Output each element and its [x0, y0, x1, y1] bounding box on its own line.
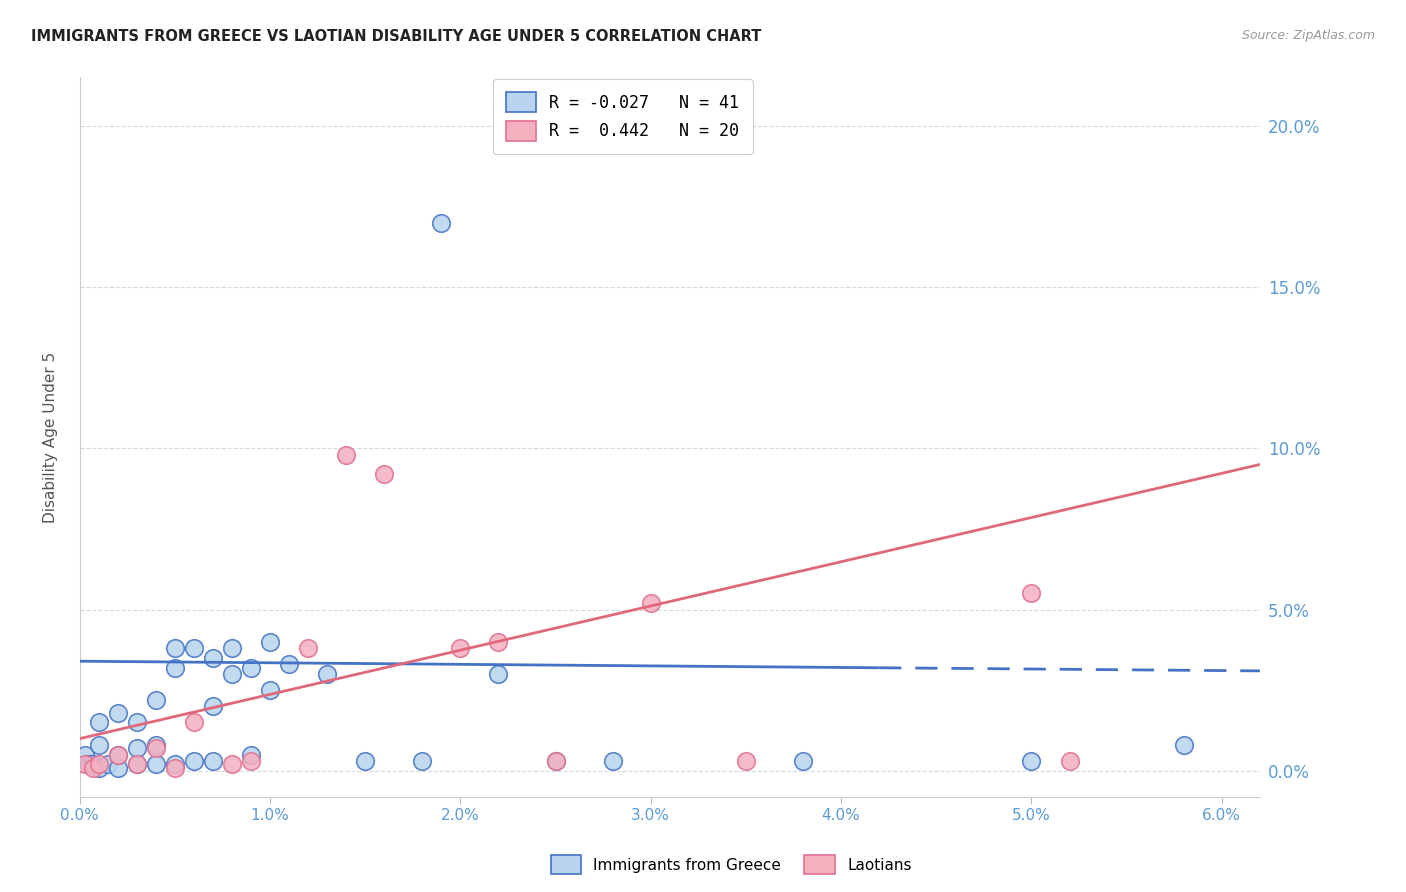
Point: [77, 757, 100, 772]
Point: [87, 738, 110, 752]
Point: [183, 754, 205, 768]
Point: [239, 747, 262, 762]
Point: [373, 467, 395, 482]
Point: [239, 661, 262, 675]
Point: [259, 635, 281, 649]
Point: [145, 693, 167, 707]
Point: [1173, 738, 1195, 752]
Point: [125, 715, 148, 730]
Point: [221, 667, 243, 681]
Point: [82, 761, 104, 775]
Point: [183, 715, 205, 730]
Point: [640, 596, 662, 610]
Point: [221, 641, 243, 656]
Point: [201, 651, 224, 665]
Point: [82, 757, 104, 772]
Text: IMMIGRANTS FROM GREECE VS LAOTIAN DISABILITY AGE UNDER 5 CORRELATION CHART: IMMIGRANTS FROM GREECE VS LAOTIAN DISABI…: [31, 29, 761, 44]
Point: [163, 661, 186, 675]
Point: [183, 641, 205, 656]
Point: [735, 754, 758, 768]
Point: [107, 747, 129, 762]
Point: [125, 757, 148, 772]
Point: [107, 761, 129, 775]
Point: [316, 667, 339, 681]
Point: [87, 757, 110, 772]
Point: [163, 757, 186, 772]
Point: [107, 747, 129, 762]
Point: [278, 657, 301, 672]
Point: [201, 754, 224, 768]
Point: [87, 715, 110, 730]
Point: [201, 699, 224, 714]
Point: [239, 754, 262, 768]
Point: [488, 635, 510, 649]
Point: [221, 757, 243, 772]
Point: [430, 216, 453, 230]
Point: [488, 667, 510, 681]
Point: [87, 761, 110, 775]
Point: [1021, 586, 1043, 600]
Point: [163, 761, 186, 775]
Point: [125, 741, 148, 756]
Point: [145, 741, 167, 756]
Legend: Immigrants from Greece, Laotians: Immigrants from Greece, Laotians: [544, 849, 918, 880]
Point: [602, 754, 624, 768]
Point: [145, 738, 167, 752]
Text: Source: ZipAtlas.com: Source: ZipAtlas.com: [1241, 29, 1375, 42]
Point: [1021, 754, 1043, 768]
Point: [792, 754, 814, 768]
Y-axis label: Disability Age Under 5: Disability Age Under 5: [44, 351, 58, 523]
Point: [297, 641, 319, 656]
Point: [75, 747, 97, 762]
Point: [97, 757, 120, 772]
Point: [75, 757, 97, 772]
Point: [449, 641, 471, 656]
Point: [354, 754, 377, 768]
Point: [544, 754, 567, 768]
Legend: R = -0.027   N = 41, R =  0.442   N = 20: R = -0.027 N = 41, R = 0.442 N = 20: [492, 78, 752, 154]
Point: [259, 683, 281, 698]
Point: [107, 706, 129, 720]
Point: [1059, 754, 1081, 768]
Point: [145, 757, 167, 772]
Point: [335, 448, 357, 462]
Point: [163, 641, 186, 656]
Point: [411, 754, 433, 768]
Point: [544, 754, 567, 768]
Point: [125, 757, 148, 772]
